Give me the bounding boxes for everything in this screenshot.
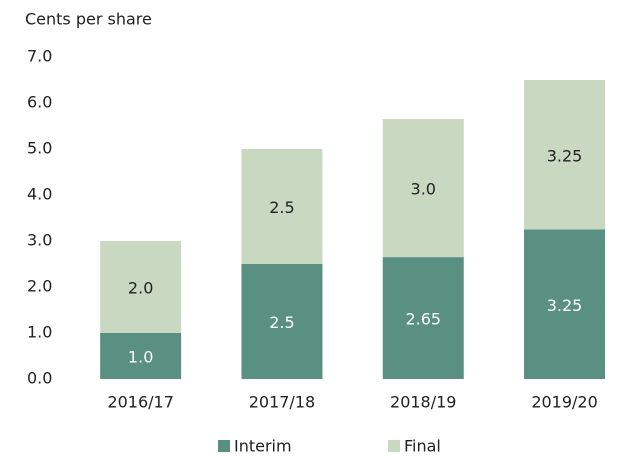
y-tick-label: 0.0	[27, 369, 52, 388]
y-tick-label: 1.0	[27, 323, 52, 342]
y-axis-label: Cents per share	[25, 10, 152, 29]
bar-segment	[524, 80, 606, 230]
value-label: 2.65	[405, 310, 441, 329]
value-label: 3.25	[547, 296, 583, 315]
bar-segment	[382, 119, 464, 258]
bar-segment	[382, 257, 464, 379]
x-tick-label: 2018/19	[390, 393, 456, 412]
value-label: 2.5	[269, 198, 294, 217]
x-tick-label: 2017/18	[249, 393, 315, 412]
y-tick-label: 5.0	[27, 139, 52, 158]
y-tick-label: 4.0	[27, 185, 52, 204]
bar-segment	[241, 149, 323, 264]
bar-segment	[524, 229, 606, 379]
x-tick-label: 2016/17	[107, 393, 173, 412]
bar-segment	[241, 264, 323, 379]
value-label: 2.0	[128, 279, 153, 298]
y-tick-label: 3.0	[27, 231, 52, 250]
y-tick-label: 7.0	[27, 47, 52, 66]
x-tick-label: 2019/20	[531, 393, 597, 412]
legend-swatch	[218, 440, 230, 452]
bar-segment	[100, 241, 182, 333]
value-label: 3.25	[547, 146, 583, 165]
y-tick-label: 2.0	[27, 277, 52, 296]
bar-segment	[100, 333, 182, 379]
value-label: 1.0	[128, 348, 153, 367]
legend-label: Interim	[234, 437, 292, 456]
value-label: 2.5	[269, 313, 294, 332]
legend-swatch	[388, 440, 400, 452]
value-label: 3.0	[411, 180, 436, 199]
y-tick-label: 6.0	[27, 93, 52, 112]
legend-label: Final	[404, 437, 441, 456]
